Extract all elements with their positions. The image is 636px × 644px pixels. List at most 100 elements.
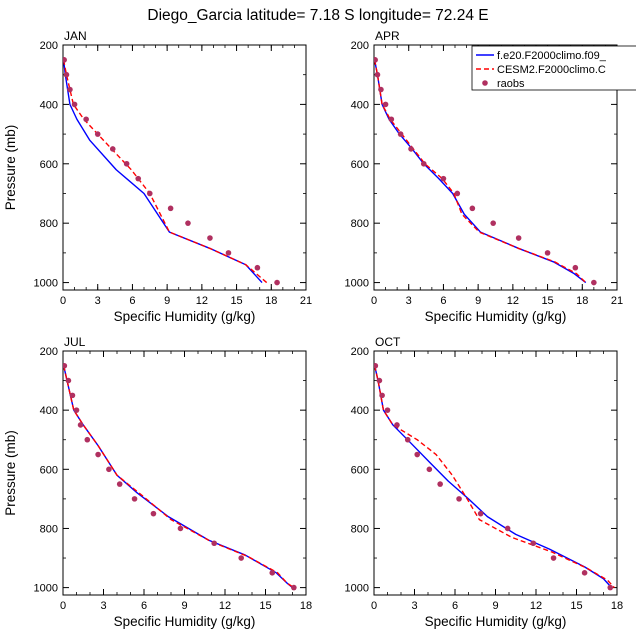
- raobs-point: [63, 71, 70, 78]
- x-tick-label: 15: [541, 295, 553, 307]
- raobs-point: [73, 407, 80, 413]
- y-tick-label: 1000: [34, 278, 58, 290]
- raobs-point: [394, 422, 400, 428]
- raobs-point: [440, 175, 447, 182]
- legend-label: raobs: [497, 78, 525, 90]
- raobs-point: [94, 131, 101, 137]
- series-line-cesm2: [63, 365, 295, 589]
- x-tick-label: 12: [507, 295, 519, 307]
- x-tick-label: 0: [60, 295, 66, 307]
- y-tick-label: 200: [40, 40, 58, 52]
- raobs-point: [63, 362, 68, 369]
- raobs-point: [414, 451, 421, 458]
- panel-jul: 0 3 6 9 12 15 18 200 400 600 800 1000 JUL Specific Hu…: [3, 335, 312, 629]
- x-tick-label: 3: [406, 295, 412, 307]
- series-line-f-e20: [63, 365, 293, 589]
- raobs-point: [408, 146, 414, 152]
- raobs-point: [63, 57, 67, 63]
- raobs-point: [374, 362, 379, 369]
- raobs-point: [150, 510, 157, 517]
- raobs-point: [109, 146, 116, 152]
- x-tick-label: 9: [181, 600, 187, 612]
- raobs-point: [477, 510, 484, 517]
- raobs-point: [607, 584, 614, 591]
- raobs-point: [131, 496, 138, 502]
- raobs-point: [376, 377, 383, 384]
- series-line-f-e20: [374, 365, 613, 589]
- raobs-point: [515, 235, 522, 241]
- panel-apr: 0 3 6 9 12 15 18 21 200 400 600 800 1000 APR Specific …: [345, 29, 624, 324]
- raobs-point: [211, 540, 217, 547]
- x-tick-label: 15: [570, 600, 582, 612]
- y-tick-label: 800: [351, 218, 369, 230]
- raobs-point: [83, 116, 89, 123]
- y-tick-label: 800: [351, 523, 369, 535]
- x-tick-label: 9: [164, 295, 170, 307]
- panel-title: JUL: [64, 335, 86, 349]
- raobs-point: [530, 540, 537, 547]
- raobs-point: [454, 190, 461, 197]
- series-line-f-e20: [374, 59, 587, 284]
- plot-frame-oct: [373, 350, 618, 596]
- y-tick-label: 600: [351, 159, 369, 171]
- panels: 0 3 6 9 12 15 18 212004006008001000JANSpecific …: [3, 29, 623, 629]
- raobs-point: [591, 279, 597, 286]
- x-tick-label: 18: [300, 600, 312, 612]
- panel-title: JAN: [64, 29, 87, 43]
- x-tick-label: 9: [475, 295, 481, 307]
- y-tick-label: 1000: [345, 278, 369, 290]
- x-tick-label: 12: [196, 295, 208, 307]
- raobs-point: [397, 131, 404, 137]
- figure-title: Diego_Garcia latitude= 7.18 S longitude=…: [147, 7, 488, 24]
- raobs-point: [269, 570, 276, 576]
- x-tick-label: 6: [440, 295, 446, 307]
- y-tick-label: 400: [351, 99, 369, 111]
- plot-frame-jul: [62, 350, 307, 596]
- raobs-point: [146, 190, 153, 197]
- raobs-point: [77, 422, 84, 428]
- panel-title: APR: [375, 29, 400, 43]
- plot-frame-jan: [62, 44, 307, 291]
- y-axis-label: Pressure (mb): [3, 430, 18, 516]
- raobs-point: [374, 71, 381, 78]
- x-tick-label: 3: [100, 600, 106, 612]
- raobs-point: [95, 451, 101, 458]
- raobs-point: [67, 86, 73, 93]
- series-line-cesm2: [374, 59, 587, 284]
- y-tick-label: 400: [351, 405, 369, 417]
- raobs-point: [504, 525, 511, 532]
- raobs-point: [71, 101, 78, 108]
- y-tick-label: 600: [40, 464, 58, 476]
- raobs-point: [225, 250, 232, 256]
- x-tick-label: 6: [129, 295, 135, 307]
- x-tick-label: 18: [611, 600, 623, 612]
- raobs-point: [106, 466, 112, 473]
- x-tick-label: 0: [371, 600, 377, 612]
- raobs-point: [382, 101, 389, 108]
- raobs-point: [177, 525, 184, 532]
- y-tick-label: 1000: [34, 583, 58, 595]
- raobs-point: [84, 436, 91, 443]
- y-tick-label: 200: [351, 346, 369, 358]
- raobs-point: [550, 555, 557, 561]
- raobs-point: [238, 555, 244, 561]
- x-tick-label: 9: [492, 600, 498, 612]
- x-tick-label: 12: [219, 600, 231, 612]
- plot-area: [63, 57, 280, 286]
- x-tick-label: 3: [411, 600, 417, 612]
- panel-jan: 0 3 6 9 12 15 18 21 200 400 600 800 1000 JAN Specific …: [3, 29, 312, 324]
- legend: f.e20.F2000climo.f09_ CESM2.F2000climo.C r…: [471, 45, 636, 91]
- raobs-point: [207, 235, 213, 241]
- plot-area: [374, 57, 597, 286]
- raobs-point: [388, 116, 395, 123]
- x-tick-label: 3: [95, 295, 101, 307]
- series-line-cesm2: [63, 59, 268, 284]
- raobs-point: [185, 220, 191, 226]
- x-tick-label: 6: [452, 600, 458, 612]
- raobs-point: [378, 86, 384, 93]
- raobs-point: [116, 481, 123, 487]
- raobs-point: [490, 220, 496, 226]
- raobs-point: [581, 570, 588, 576]
- raobs-point: [254, 264, 261, 271]
